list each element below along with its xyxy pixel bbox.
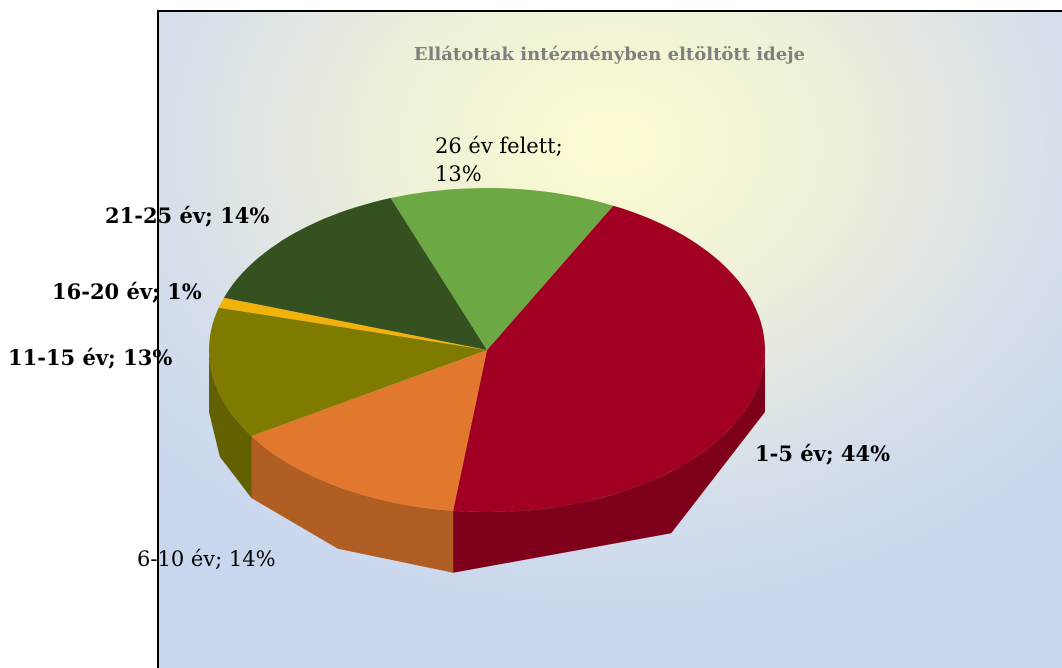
- data-label: 6-10 év; 14%: [137, 547, 276, 571]
- pie-side: [251, 436, 454, 573]
- chart-title: Ellátottak intézményben eltöltött ideje: [413, 44, 806, 65]
- pie-slice: [223, 198, 487, 350]
- data-label: 1-5 év; 44%: [755, 441, 891, 466]
- data-label: 21-25 év; 14%: [105, 203, 270, 228]
- data-label: 11-15 év; 13%: [8, 345, 173, 370]
- pie-side: [209, 350, 252, 499]
- pie-slice: [453, 205, 765, 512]
- data-label: 26 év felett; 13%: [435, 134, 563, 186]
- pie-slice: [251, 350, 487, 511]
- data-label: 16-20 év; 1%: [52, 279, 202, 304]
- pie-slice: [390, 188, 614, 350]
- pie-slice: [209, 307, 487, 437]
- pie-slice: [218, 297, 487, 350]
- pie-side: [453, 350, 765, 573]
